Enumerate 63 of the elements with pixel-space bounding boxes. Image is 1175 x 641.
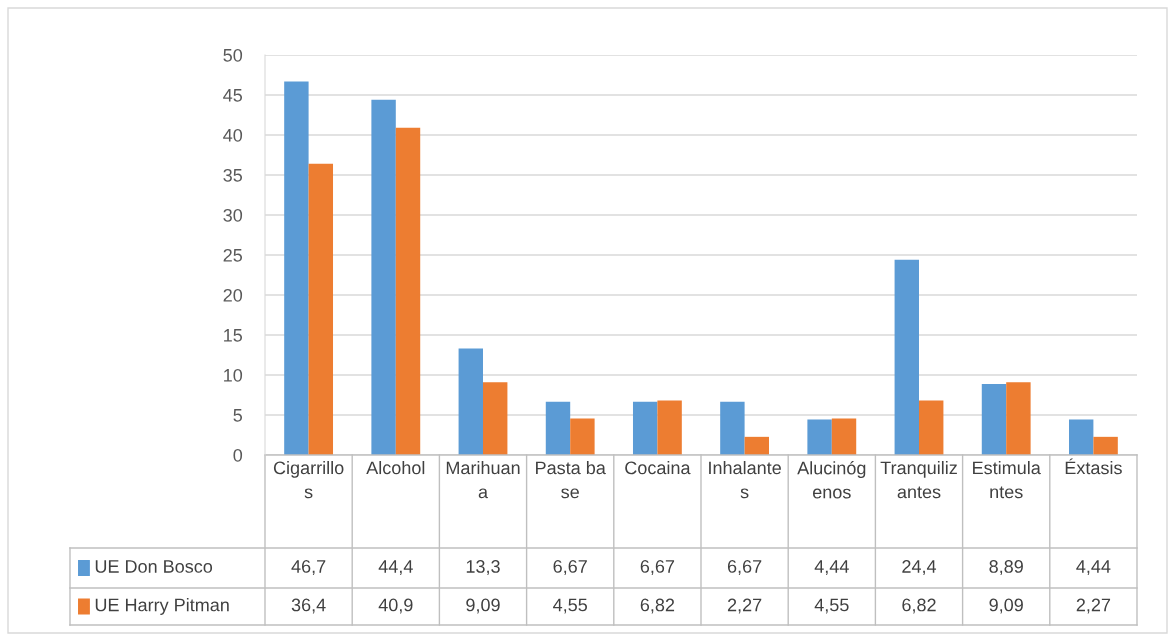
bar bbox=[744, 436, 770, 455]
bar bbox=[1068, 419, 1094, 455]
y-tick-label: 25 bbox=[223, 248, 243, 262]
x-tick-label: Éxtasis bbox=[1065, 458, 1122, 475]
bar bbox=[545, 401, 571, 455]
data-label: 36,4 bbox=[291, 598, 326, 614]
x-tick-label: Alcohol bbox=[366, 461, 425, 475]
data-label: 4,44 bbox=[814, 560, 849, 575]
bar bbox=[981, 383, 1007, 455]
bar bbox=[657, 400, 682, 455]
x-tick-label: Tranquilizantes bbox=[880, 461, 957, 499]
data-label: 2,27 bbox=[1076, 598, 1111, 614]
data-label: 24,4 bbox=[902, 560, 937, 575]
bar bbox=[458, 348, 483, 455]
y-tick-label: 10 bbox=[224, 368, 243, 382]
data-label: 4,44 bbox=[1076, 560, 1111, 575]
y-tick-label: 45 bbox=[223, 89, 243, 102]
x-tick-label: Cigarrillos bbox=[273, 461, 344, 499]
bar bbox=[1006, 382, 1031, 455]
data-label: 8,89 bbox=[989, 560, 1023, 575]
x-tick-label: Estimulantes bbox=[973, 461, 1041, 499]
data-label: 6,82 bbox=[640, 598, 675, 614]
data-label: 6,67 bbox=[727, 560, 762, 575]
bar bbox=[919, 400, 944, 455]
legend-label: UE Harry Pitman bbox=[95, 598, 229, 615]
y-tick-label: 0 bbox=[233, 448, 243, 462]
bar bbox=[308, 163, 334, 455]
y-tick-label: 5 bbox=[233, 409, 243, 422]
y-tick-label: 15 bbox=[224, 329, 243, 342]
y-tick-label: 40 bbox=[223, 128, 243, 142]
data-label: 6,82 bbox=[902, 598, 936, 614]
x-tick-label: Alucinógenos bbox=[797, 461, 866, 499]
data-label: 44,4 bbox=[378, 560, 413, 575]
legend-label: UE Don Bosco bbox=[95, 560, 213, 573]
data-label: 6,67 bbox=[553, 560, 587, 575]
bar bbox=[1093, 436, 1118, 455]
data-label: 40,9 bbox=[378, 598, 413, 614]
bar bbox=[284, 81, 309, 455]
bar bbox=[807, 419, 832, 455]
bar bbox=[395, 127, 421, 455]
data-label: 4,55 bbox=[814, 598, 849, 614]
bar bbox=[371, 99, 396, 455]
data-label: 4,55 bbox=[553, 598, 588, 614]
data-label: 9,09 bbox=[466, 598, 500, 614]
bar bbox=[483, 382, 508, 455]
x-tick-label: Cocaina bbox=[625, 461, 691, 475]
data-label: 46,7 bbox=[291, 560, 326, 575]
y-tick-label: 35 bbox=[223, 168, 243, 182]
bar bbox=[720, 401, 745, 455]
x-tick-label: Inhalantes bbox=[709, 461, 781, 499]
y-tick-label: 20 bbox=[223, 288, 243, 302]
data-label: 2,27 bbox=[727, 598, 762, 614]
bar bbox=[831, 418, 857, 455]
data-label: 9,09 bbox=[989, 598, 1023, 614]
x-tick-label: Marihuana bbox=[446, 461, 520, 499]
bar bbox=[570, 418, 595, 455]
y-tick-label: 50 bbox=[223, 48, 243, 62]
bar bbox=[632, 401, 658, 455]
y-tick-label: 30 bbox=[223, 208, 243, 222]
data-label: 13,3 bbox=[466, 560, 500, 575]
bar bbox=[894, 259, 919, 455]
data-label: 6,67 bbox=[640, 560, 675, 575]
x-tick-label: Pasta base bbox=[536, 461, 606, 499]
